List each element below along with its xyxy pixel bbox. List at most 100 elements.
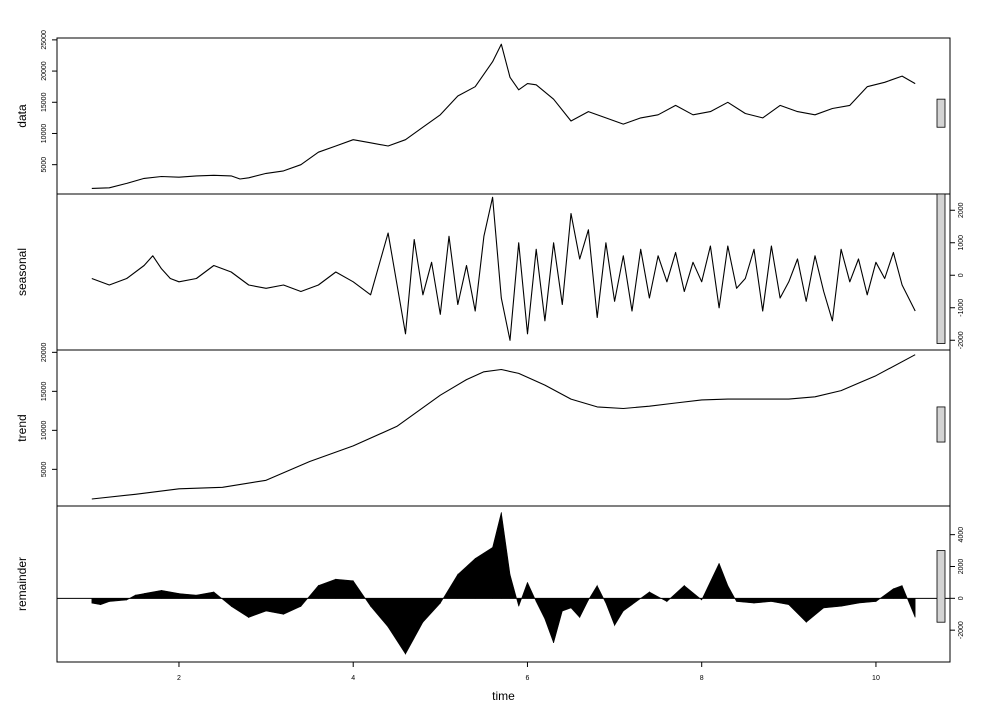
remainder-bar (753, 598, 772, 604)
remainder-bar (492, 512, 502, 599)
remainder-bar (318, 578, 337, 599)
remainder-bar (683, 584, 703, 601)
remainder-bar (213, 591, 232, 607)
x-tick-label: 6 (526, 675, 530, 682)
y-tick-label: 5000 (41, 461, 48, 477)
panel-label-trend: trend (15, 414, 29, 441)
remainder-bar (352, 579, 371, 608)
remainder-bar (230, 598, 249, 618)
remainder-bar (135, 593, 145, 599)
panel-seasonal: -2000 -1000 0 1000 2000 seasonal (15, 193, 965, 351)
y-tick-label: 15000 (41, 382, 48, 402)
x-axis: 2 4 6 8 10 time (177, 662, 880, 703)
x-tick-label: 2 (177, 675, 181, 682)
remainder-bar (335, 578, 354, 599)
remainder-bar (727, 585, 737, 602)
remainder-bar (300, 584, 319, 608)
remainder-bar (622, 598, 633, 612)
range-bar (936, 98, 946, 128)
panel-frame (56, 505, 951, 663)
y-tick-label: 4000 (958, 527, 965, 543)
remainder-bar (474, 546, 493, 599)
remainder-bar (553, 598, 563, 643)
panel-data: 5000 10000 15000 20000 25000 data (15, 30, 951, 195)
remainder-bar (370, 598, 389, 628)
x-tick-label: 10 (872, 675, 880, 682)
panel-label-seasonal: seasonal (15, 248, 29, 296)
remainder-bar (405, 598, 415, 655)
remainder-bar (248, 598, 267, 618)
remainder-bar (858, 598, 877, 604)
y-tick-label: 1000 (958, 235, 965, 251)
remainder-bar (422, 598, 441, 623)
remainder-bar (161, 590, 180, 599)
remainder-bar (875, 588, 894, 603)
remainder-bar (518, 582, 528, 607)
trend-series-line (91, 354, 916, 500)
remainder-bar (126, 594, 136, 601)
remainder-bar (718, 563, 729, 599)
remainder-bar (265, 598, 284, 615)
remainder-bar (805, 598, 824, 623)
remainder-bar (91, 598, 101, 606)
remainder-bar (596, 585, 607, 604)
panel-label-data: data (15, 104, 29, 128)
x-tick-label: 8 (700, 675, 704, 682)
y-tick-label: -2000 (958, 331, 965, 349)
remainder-bar (413, 598, 424, 639)
remainder-bar (100, 598, 110, 606)
remainder-bar (649, 591, 668, 603)
remainder-bar (283, 598, 302, 615)
remainder-bar (771, 598, 790, 606)
y-tick-label: -2000 (958, 621, 965, 639)
y-tick-label: 25000 (41, 30, 48, 50)
range-bar (936, 193, 946, 344)
remainder-bar (143, 590, 162, 599)
remainder-bar (387, 598, 406, 656)
remainder-bar (535, 598, 546, 620)
remainder-bar (631, 591, 650, 606)
remainder-bar (823, 598, 842, 609)
remainder-bar (562, 598, 572, 612)
remainder-bar (178, 593, 197, 599)
x-axis-title: time (492, 689, 515, 703)
remainder-bar (701, 563, 720, 601)
data-series-line (91, 43, 916, 189)
seasonal-series-line (91, 196, 916, 341)
panel-label-remainder: remainder (15, 557, 29, 611)
remainder-bar (605, 598, 615, 626)
panel-remainder: -2000 0 2000 4000 remainder (15, 505, 965, 663)
remainder-bar (570, 598, 581, 619)
remainder-bar (108, 598, 127, 602)
panel-trend: 5000 10000 15000 20000 trend (15, 343, 951, 507)
remainder-bar (788, 598, 807, 623)
remainder-bar (509, 574, 520, 607)
y-tick-label: 20000 (41, 343, 48, 363)
y-tick-label: 5000 (41, 157, 48, 173)
y-tick-label: 20000 (41, 61, 48, 81)
remainder-bar (196, 591, 215, 599)
y-tick-label: -1000 (958, 299, 965, 317)
y-tick-label: 2000 (958, 202, 965, 218)
remainder-bar (614, 598, 624, 627)
remainder-bar (457, 557, 476, 599)
x-tick-label: 4 (351, 675, 355, 682)
panel-frame (56, 37, 951, 195)
y-tick-label: 10000 (41, 421, 48, 441)
panel-frame (56, 349, 951, 507)
remainder-bar (579, 598, 589, 618)
y-tick-label: 0 (958, 273, 965, 277)
remainder-bar (588, 584, 598, 601)
panel-frame (56, 193, 951, 351)
remainder-bar (501, 512, 511, 599)
remainder-bar (544, 598, 554, 644)
y-tick-label: 15000 (41, 92, 48, 112)
remainder-bar (736, 598, 755, 604)
y-tick-label: 2000 (958, 559, 965, 575)
remainder-bar (893, 585, 903, 599)
range-bar (936, 550, 946, 623)
y-tick-label: 10000 (41, 124, 48, 144)
remainder-bar (901, 585, 916, 618)
remainder-bar (666, 584, 685, 603)
